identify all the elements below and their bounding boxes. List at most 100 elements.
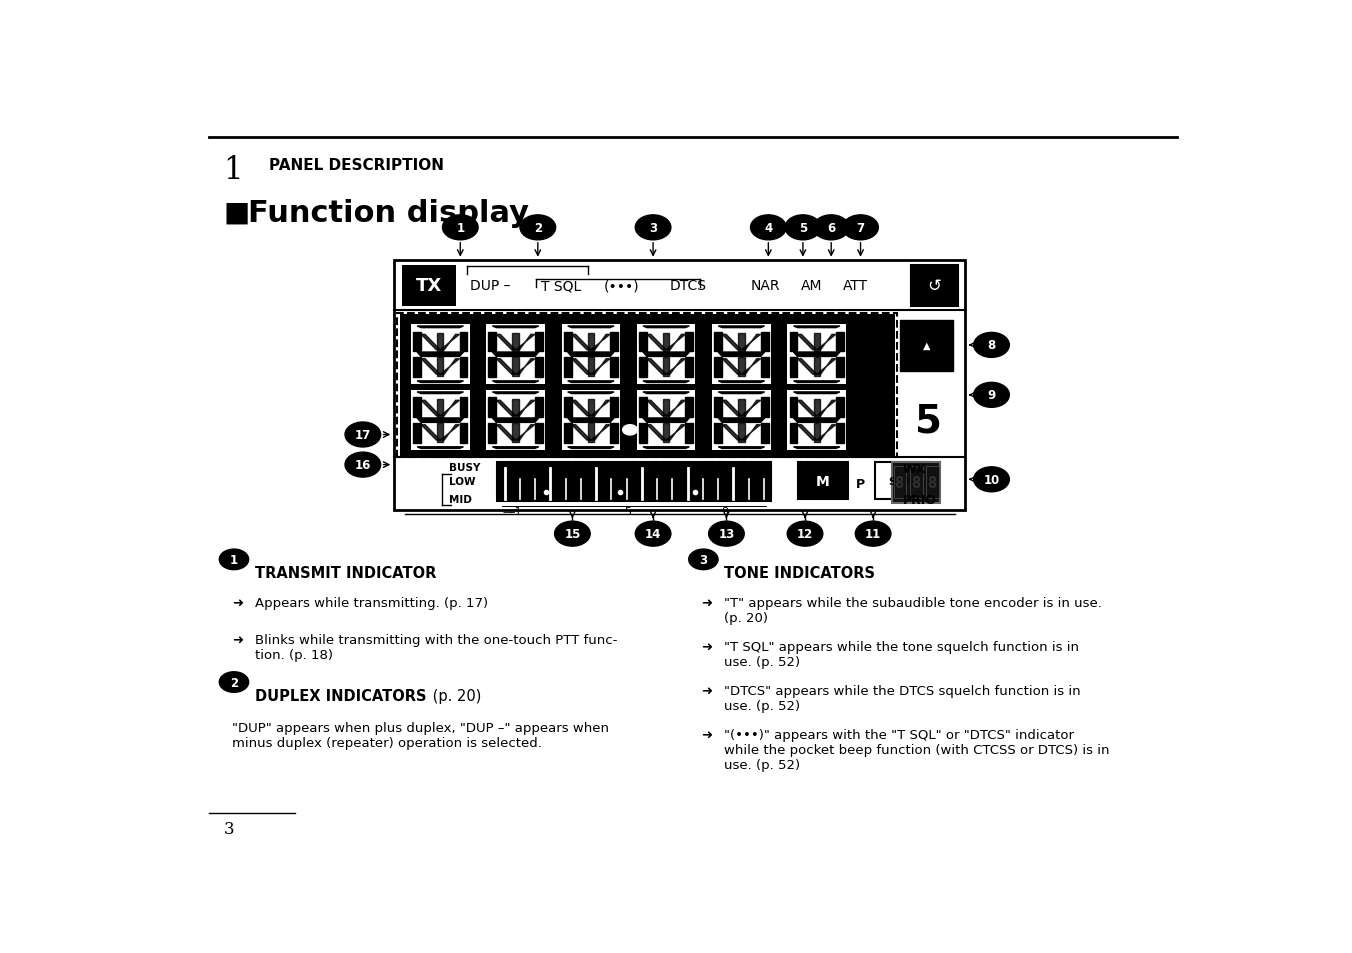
Bar [637,391,695,451]
Polygon shape [610,357,618,377]
Text: 10: 10 [983,474,999,486]
Polygon shape [798,401,817,416]
Polygon shape [414,398,420,418]
Circle shape [345,422,381,448]
Polygon shape [639,357,646,377]
Polygon shape [572,335,591,351]
Polygon shape [492,353,538,357]
Text: 14: 14 [645,528,661,540]
Polygon shape [718,353,765,357]
Polygon shape [714,357,722,377]
Bar [561,391,621,451]
Text: 8: 8 [987,339,995,352]
Polygon shape [418,381,464,383]
Polygon shape [836,357,844,377]
Polygon shape [714,423,722,443]
Polygon shape [718,447,765,449]
Circle shape [973,467,1010,493]
Text: 4: 4 [764,222,772,234]
Polygon shape [488,423,496,443]
Polygon shape [496,359,515,375]
Polygon shape [794,447,840,449]
Circle shape [750,215,786,240]
Polygon shape [718,418,765,423]
Polygon shape [662,334,669,352]
Polygon shape [646,335,667,351]
Polygon shape [414,357,420,377]
Bar [892,462,940,503]
Polygon shape [790,423,798,443]
Polygon shape [515,335,535,351]
Polygon shape [568,327,614,328]
Polygon shape [836,398,844,418]
Polygon shape [794,381,840,383]
Circle shape [219,672,249,693]
Text: 1: 1 [230,554,238,566]
Polygon shape [738,399,745,418]
Text: 12: 12 [796,528,813,540]
Polygon shape [644,381,690,383]
Text: "DTCS" appears while the DTCS squelch function is in
use. (p. 52): "DTCS" appears while the DTCS squelch fu… [725,684,1082,713]
Text: PRIO: PRIO [903,494,937,507]
Polygon shape [667,359,685,375]
Polygon shape [572,401,591,416]
Polygon shape [718,381,765,383]
Text: DUPLEX INDICATORS: DUPLEX INDICATORS [256,688,426,703]
Bar [894,467,906,499]
Text: Appears while transmitting. (p. 17): Appears while transmitting. (p. 17) [256,597,488,610]
Polygon shape [512,423,519,442]
Polygon shape [794,327,840,328]
Polygon shape [644,418,690,423]
Polygon shape [420,425,441,440]
Text: 5: 5 [623,507,631,517]
Polygon shape [437,334,443,352]
Circle shape [219,550,249,570]
Text: "T" appears while the subaudible tone encoder is in use.
(p. 20): "T" appears while the subaudible tone en… [725,597,1102,624]
Polygon shape [460,333,468,352]
Polygon shape [535,423,542,443]
Polygon shape [714,398,722,418]
Bar [498,462,772,502]
Polygon shape [535,398,542,418]
Polygon shape [418,418,464,423]
Polygon shape [512,357,519,376]
Text: "DUP" appears when plus duplex, "DUP –" appears when
minus duplex (repeater) ope: "DUP" appears when plus duplex, "DUP –" … [233,721,608,749]
Bar [787,325,846,385]
Polygon shape [817,425,836,440]
Text: 2: 2 [534,222,542,234]
Polygon shape [685,423,694,443]
Polygon shape [535,357,542,377]
Polygon shape [488,333,496,352]
Polygon shape [722,359,741,375]
Text: ➜: ➜ [702,640,713,654]
Text: 11: 11 [865,528,882,540]
Text: ■: ■ [223,199,250,227]
Polygon shape [588,334,594,352]
Polygon shape [741,359,761,375]
Polygon shape [564,423,572,443]
Polygon shape [667,335,685,351]
Polygon shape [492,393,538,395]
Polygon shape [591,359,610,375]
Text: T SQL: T SQL [541,279,581,294]
Polygon shape [814,357,819,376]
Polygon shape [814,334,819,352]
Polygon shape [741,335,761,351]
Text: 9: 9 [987,389,995,402]
Text: LOW: LOW [449,476,476,487]
Bar [713,325,771,385]
Text: –1: –1 [510,507,522,517]
Bar [637,325,695,385]
Text: ➜: ➜ [702,684,713,698]
Polygon shape [418,327,464,328]
Polygon shape [564,333,572,352]
Polygon shape [496,335,515,351]
Polygon shape [798,425,817,440]
Polygon shape [662,399,669,418]
Circle shape [786,215,821,240]
Text: 8: 8 [911,476,921,490]
Polygon shape [722,401,741,416]
Text: 13: 13 [718,528,734,540]
Polygon shape [794,418,840,423]
Polygon shape [572,359,591,375]
